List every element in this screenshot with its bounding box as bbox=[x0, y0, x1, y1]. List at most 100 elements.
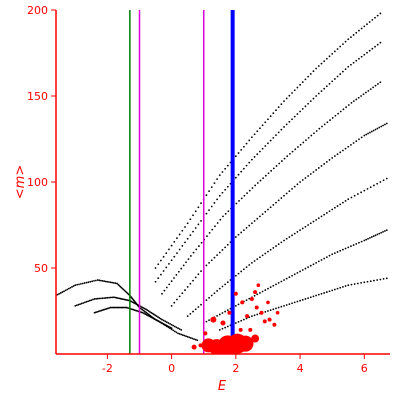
band-8-point bbox=[172, 324, 175, 327]
band-8-point bbox=[131, 301, 134, 304]
band-2-point bbox=[334, 114, 337, 117]
band-0-point bbox=[234, 155, 237, 158]
band-2-point bbox=[168, 283, 171, 286]
band-6-point bbox=[379, 278, 382, 281]
band-3-point bbox=[331, 157, 334, 159]
band-5-point bbox=[283, 279, 285, 281]
band-4-point bbox=[376, 182, 379, 185]
band-1-point bbox=[299, 110, 301, 113]
band-3-point bbox=[194, 276, 197, 279]
band-3-point bbox=[374, 128, 377, 131]
band-3-point bbox=[186, 286, 189, 288]
x-tick-label: 6 bbox=[361, 362, 368, 375]
band-3-point bbox=[176, 298, 178, 301]
band-1-point bbox=[376, 43, 379, 46]
band-7-point bbox=[142, 309, 145, 312]
band-2-point bbox=[187, 258, 190, 261]
band-3-point bbox=[285, 192, 288, 195]
band-6-point bbox=[218, 329, 221, 331]
band-5-point bbox=[291, 274, 293, 277]
band-3-point bbox=[192, 279, 194, 282]
band-0-point bbox=[173, 241, 176, 243]
band-7-point bbox=[108, 281, 110, 283]
band-5-point bbox=[218, 313, 221, 316]
band-2-point bbox=[251, 187, 254, 189]
band-1-point bbox=[253, 156, 256, 158]
band-4-point bbox=[291, 234, 293, 237]
band-2-point bbox=[165, 286, 168, 289]
band-2-point bbox=[214, 225, 216, 228]
band-5-point bbox=[224, 310, 227, 313]
band-1-point bbox=[379, 41, 382, 44]
band-9-point bbox=[180, 333, 183, 336]
band-3-point bbox=[342, 149, 344, 152]
band-4-point bbox=[385, 177, 388, 180]
band-7-point bbox=[78, 283, 80, 286]
band-2-point bbox=[185, 261, 187, 264]
band-3-point bbox=[221, 249, 224, 251]
band-4-point bbox=[347, 198, 350, 201]
band-2-point bbox=[379, 81, 382, 84]
band-1-point bbox=[192, 230, 194, 233]
band-1-point bbox=[355, 59, 358, 62]
band-8-point bbox=[149, 310, 151, 313]
band-2-point bbox=[329, 119, 331, 121]
band-6-point bbox=[347, 284, 350, 287]
band-4-point bbox=[293, 232, 296, 235]
band-0-point bbox=[296, 86, 299, 89]
band-0-point bbox=[299, 83, 301, 86]
band-8-point bbox=[130, 300, 133, 303]
band-1-point bbox=[325, 85, 328, 88]
band-6-point bbox=[242, 318, 245, 321]
band-3-point bbox=[328, 159, 331, 161]
band-5-point bbox=[365, 238, 368, 241]
band-1-point bbox=[307, 102, 310, 105]
band-5-point bbox=[382, 230, 384, 233]
band-8-point bbox=[122, 298, 125, 301]
band-0-point bbox=[323, 60, 326, 63]
band-5-point bbox=[309, 264, 312, 267]
band-5-point bbox=[304, 267, 307, 270]
band-2-point bbox=[350, 101, 353, 104]
band-3-point bbox=[347, 145, 350, 148]
band-2-point bbox=[305, 139, 307, 142]
band-8-point bbox=[96, 297, 99, 300]
band-2-point bbox=[180, 267, 183, 270]
band-6-point bbox=[369, 280, 372, 283]
band-5-point bbox=[352, 244, 355, 246]
band-2-point bbox=[362, 93, 365, 96]
band-9-point bbox=[193, 338, 196, 340]
band-0-point bbox=[267, 118, 269, 121]
band-1-point bbox=[301, 108, 304, 110]
band-0-point bbox=[242, 145, 245, 148]
band-5-point bbox=[385, 229, 388, 232]
band-7-point bbox=[103, 280, 106, 283]
band-6-point bbox=[288, 303, 291, 306]
band-1-point bbox=[178, 248, 181, 251]
band-9-point bbox=[162, 323, 165, 326]
band-1-point bbox=[304, 105, 307, 108]
band-0-point bbox=[253, 133, 256, 136]
band-1-point bbox=[272, 136, 275, 139]
band-7-point bbox=[89, 280, 92, 283]
band-6-point bbox=[360, 282, 362, 284]
band-0-point bbox=[355, 31, 358, 34]
band-3-point bbox=[367, 132, 369, 135]
band-0-point bbox=[285, 97, 288, 100]
band-4-point bbox=[333, 206, 336, 209]
band-2-point bbox=[227, 210, 230, 213]
band-3-point bbox=[245, 226, 248, 229]
band-7-point bbox=[93, 280, 95, 282]
band-5-point bbox=[363, 239, 366, 242]
band-7-point bbox=[76, 283, 79, 286]
band-5-point bbox=[378, 232, 381, 235]
band-3-point bbox=[320, 165, 323, 167]
band-9-point bbox=[151, 316, 153, 319]
band-9-point bbox=[145, 313, 148, 316]
band-1-point bbox=[200, 219, 202, 222]
band-2-point bbox=[347, 104, 350, 106]
band-5-point bbox=[331, 253, 334, 256]
band-2-point bbox=[173, 277, 175, 279]
band-4-point bbox=[200, 303, 202, 306]
band-2-point bbox=[307, 136, 310, 139]
